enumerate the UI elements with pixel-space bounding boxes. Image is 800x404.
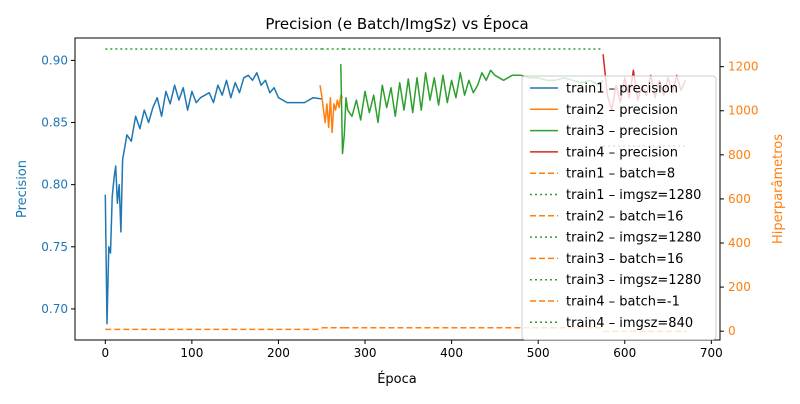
y2-tick-label-1: 200 (728, 280, 751, 294)
y-tick-label-2: 0.80 (41, 178, 68, 192)
y2-axis-label: Hiperparâmetros (771, 134, 786, 244)
y2-tick-label-5: 1000 (728, 104, 759, 118)
legend-label-4: train1 – batch=8 (566, 167, 675, 182)
y-tick-label-4: 0.90 (41, 53, 68, 67)
x-tick-label-3: 300 (354, 346, 377, 360)
y-tick-label-1: 0.75 (41, 240, 68, 254)
legend-label-9: train3 – imgsz=1280 (566, 273, 701, 288)
legend-label-6: train2 – batch=16 (566, 209, 683, 224)
x-tick-label-1: 100 (180, 346, 203, 360)
x-tick-label-6: 600 (613, 346, 636, 360)
x-tick-label-0: 0 (101, 346, 109, 360)
x-axis-label: Época (377, 371, 417, 387)
legend-box (521, 75, 717, 341)
y2-tick-label-0: 0 (728, 324, 736, 338)
series-line-1 (319, 85, 344, 134)
y2-tick-label-2: 400 (728, 236, 751, 250)
legend-label-11: train4 – imgsz=840 (566, 316, 693, 331)
legend-label-10: train4 – batch=-1 (566, 295, 680, 310)
legend-label-0: train1 – precision (566, 82, 678, 97)
y2-tick-label-6: 1200 (728, 60, 759, 74)
x-tick-label-2: 200 (267, 346, 290, 360)
legend-label-3: train4 – precision (566, 145, 678, 160)
y2-tick-label-3: 600 (728, 192, 751, 206)
y-tick-label-3: 0.85 (41, 116, 68, 130)
x-tick-label-4: 400 (440, 346, 463, 360)
series-line-0 (104, 72, 322, 325)
legend-label-2: train3 – precision (566, 124, 678, 139)
chart-title: Precision (e Batch/ImgSz) vs Época (265, 14, 528, 33)
legend: train1 – precision train2 – precision trai… (521, 75, 717, 341)
plot-frame (74, 37, 721, 341)
x-tick-label-5: 500 (527, 346, 550, 360)
y2-tick-label-4: 800 (728, 148, 751, 162)
x-tick-label-7: 700 (700, 346, 723, 360)
legend-label-1: train2 – precision (566, 103, 678, 118)
plot-series-group (104, 48, 688, 333)
legend-label-7: train2 – imgsz=1280 (566, 231, 701, 246)
legend-label-5: train1 – imgsz=1280 (566, 188, 701, 203)
y-tick-label-0: 0.70 (41, 302, 68, 316)
axes-ticks-group: 0 100 200 300 400 500 600 700 0.70 0.75 0.80 0.85 0.… (41, 53, 758, 360)
legend-label-8: train3 – batch=16 (566, 252, 683, 267)
y-axis-label: Precision (15, 160, 30, 218)
